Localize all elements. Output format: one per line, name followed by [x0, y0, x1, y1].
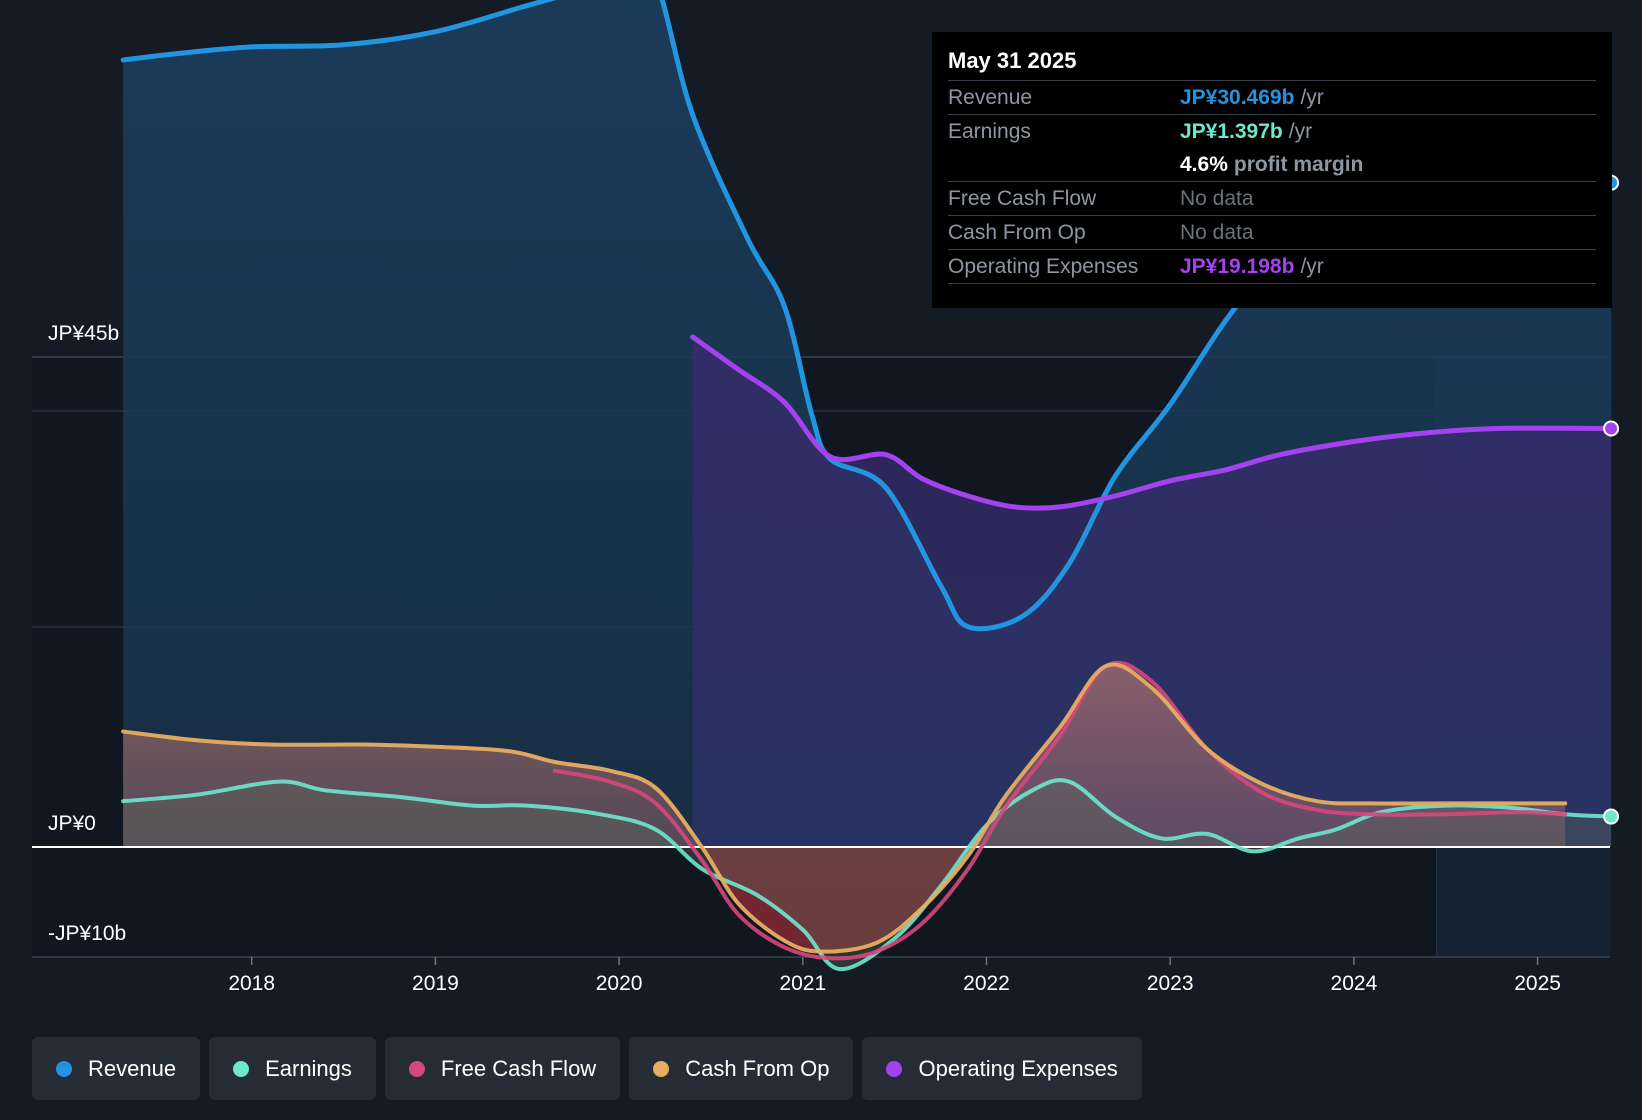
legend-item-revenue[interactable]: Revenue — [32, 1037, 201, 1100]
earnings-area — [123, 780, 1612, 970]
tooltip-margin-label: profit margin — [1233, 152, 1364, 176]
operating-expenses-end-marker[interactable] — [1603, 420, 1620, 437]
tooltip-row-revenue: Revenue JP¥30.469b /yr — [948, 80, 1596, 114]
tooltip-row-margin: 4.6% profit margin — [948, 148, 1596, 181]
tooltip-fcf-value: No data — [1180, 186, 1254, 210]
tooltip: May 31 2025 Revenue JP¥30.469b /yr Earni… — [932, 32, 1612, 308]
operating-expenses-area — [692, 336, 1612, 847]
cash-from-op-line — [121, 662, 1568, 954]
tooltip-cfo-value: No data — [1180, 220, 1254, 244]
free-cash-flow-line — [552, 660, 1568, 961]
legend-earnings-label: Earnings — [265, 1055, 352, 1081]
free-cash-flow-dot-icon — [408, 1060, 425, 1077]
x-axis: 2018 2019 2020 2021 2022 2023 2024 2025 — [228, 957, 1561, 995]
legend: Revenue Earnings Free Cash Flow Cash Fro… — [32, 1037, 1142, 1100]
cash-from-op-dot-icon — [653, 1060, 670, 1077]
tooltip-earnings-value: JP¥1.397b — [1180, 119, 1283, 143]
legend-cfo-label: Cash From Op — [685, 1055, 830, 1081]
tooltip-row-fcf: Free Cash Flow No data — [948, 181, 1596, 215]
tooltip-row-opex: Operating Expenses JP¥19.198b /yr — [948, 249, 1596, 283]
tooltip-opex-unit: /yr — [1300, 254, 1324, 278]
x-tick-label: 2024 — [1331, 972, 1378, 995]
revenue-dot-icon — [56, 1060, 72, 1077]
earnings-dot-icon — [233, 1060, 250, 1077]
operating-expenses-line — [690, 334, 1614, 511]
tooltip-fcf-label: Free Cash Flow — [948, 186, 1097, 210]
tooltip-earnings-unit: /yr — [1288, 119, 1313, 143]
x-tick-label: 2019 — [412, 972, 459, 995]
x-tick-label: 2020 — [596, 972, 643, 995]
x-tick-label: 2018 — [228, 972, 275, 995]
legend-item-earnings[interactable]: Earnings — [209, 1037, 376, 1100]
cash-from-op-negative-area — [123, 847, 1566, 952]
tooltip-revenue-unit: /yr — [1300, 85, 1324, 109]
legend-item-free-cash-flow[interactable]: Free Cash Flow — [384, 1037, 621, 1100]
tooltip-date: May 31 2025 — [948, 48, 1077, 73]
x-tick-label: 2025 — [1514, 972, 1561, 995]
y-label-bottom: -JP¥10b — [48, 922, 126, 945]
x-tick-label: 2023 — [1147, 972, 1194, 995]
tooltip-row-earnings: Earnings JP¥1.397b /yr — [948, 114, 1596, 148]
tooltip-revenue-label: Revenue — [948, 85, 1033, 109]
operating-expenses-dot-icon — [886, 1060, 903, 1077]
x-tick-label: 2021 — [779, 972, 826, 995]
tooltip-margin-value: 4.6% — [1180, 152, 1228, 176]
tooltip-revenue-value: JP¥30.469b — [1180, 85, 1295, 109]
tooltip-cfo-label: Cash From Op — [948, 220, 1086, 244]
tooltip-earnings-label: Earnings — [948, 119, 1031, 143]
y-label-zero: JP¥0 — [48, 812, 96, 835]
legend-opex-label: Operating Expenses — [918, 1055, 1118, 1081]
y-label-top: JP¥45b — [48, 322, 119, 345]
x-tick-label: 2022 — [963, 972, 1010, 995]
tooltip-opex-label: Operating Expenses — [948, 254, 1139, 278]
legend-revenue-label: Revenue — [88, 1055, 177, 1081]
earnings-end-marker[interactable] — [1603, 808, 1620, 825]
legend-item-operating-expenses[interactable]: Operating Expenses — [862, 1037, 1142, 1100]
tooltip-row-cfo: Cash From Op No data — [948, 215, 1596, 249]
legend-fcf-label: Free Cash Flow — [440, 1055, 597, 1081]
legend-item-cash-from-op[interactable]: Cash From Op — [629, 1037, 854, 1100]
tooltip-opex-value: JP¥19.198b — [1180, 254, 1295, 278]
